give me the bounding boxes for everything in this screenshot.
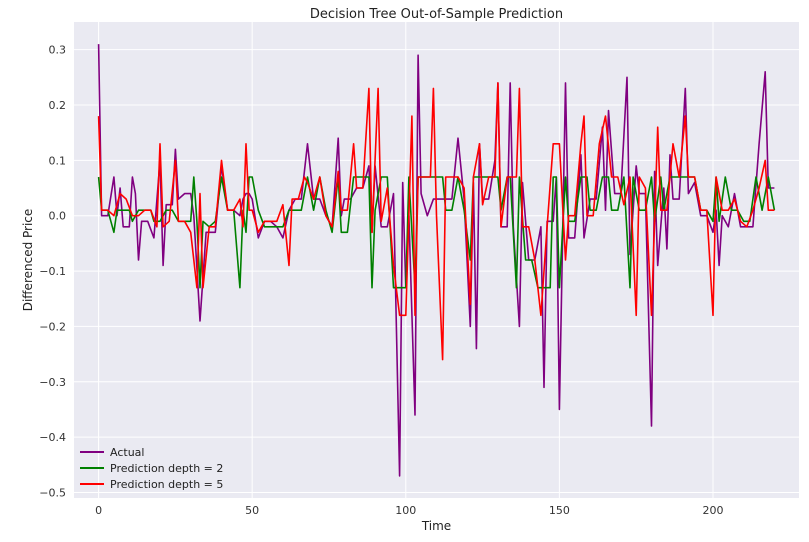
x-axis-label: Time <box>421 519 451 533</box>
x-tick-label: 0 <box>95 504 102 517</box>
y-tick-label: −0.3 <box>39 376 66 389</box>
grid-lines <box>74 22 799 498</box>
legend-label: Prediction depth = 5 <box>110 478 223 491</box>
y-tick-label: 0.3 <box>49 44 67 57</box>
legend: Actual Prediction depth = 2 Prediction dep… <box>80 446 223 491</box>
y-tick-label: −0.1 <box>39 265 66 278</box>
y-axis-label: Differenced Price <box>21 209 35 312</box>
x-tick-labels: 0 50 100 150 200 <box>95 504 723 517</box>
chart-title: Decision Tree Out-of-Sample Prediction <box>310 7 563 22</box>
x-tick-label: 150 <box>549 504 570 517</box>
y-tick-label: −0.5 <box>39 486 66 499</box>
y-tick-label: 0.2 <box>49 99 67 112</box>
y-tick-labels: −0.5 −0.4 −0.3 −0.2 −0.1 0.0 0.1 0.2 0.3 <box>39 44 66 500</box>
plot-background <box>74 22 799 498</box>
x-tick-label: 50 <box>245 504 259 517</box>
series-line-2 <box>97 82 775 361</box>
series-lines <box>97 44 776 477</box>
x-tick-label: 200 <box>702 504 723 517</box>
legend-label: Actual <box>110 446 144 459</box>
y-tick-label: −0.4 <box>39 431 66 444</box>
x-tick-label: 100 <box>395 504 416 517</box>
y-tick-label: 0.1 <box>49 154 67 167</box>
legend-label: Prediction depth = 2 <box>110 462 223 475</box>
y-tick-label: 0.0 <box>49 210 67 223</box>
series-line-0 <box>97 44 775 477</box>
y-tick-label: −0.2 <box>39 320 66 333</box>
